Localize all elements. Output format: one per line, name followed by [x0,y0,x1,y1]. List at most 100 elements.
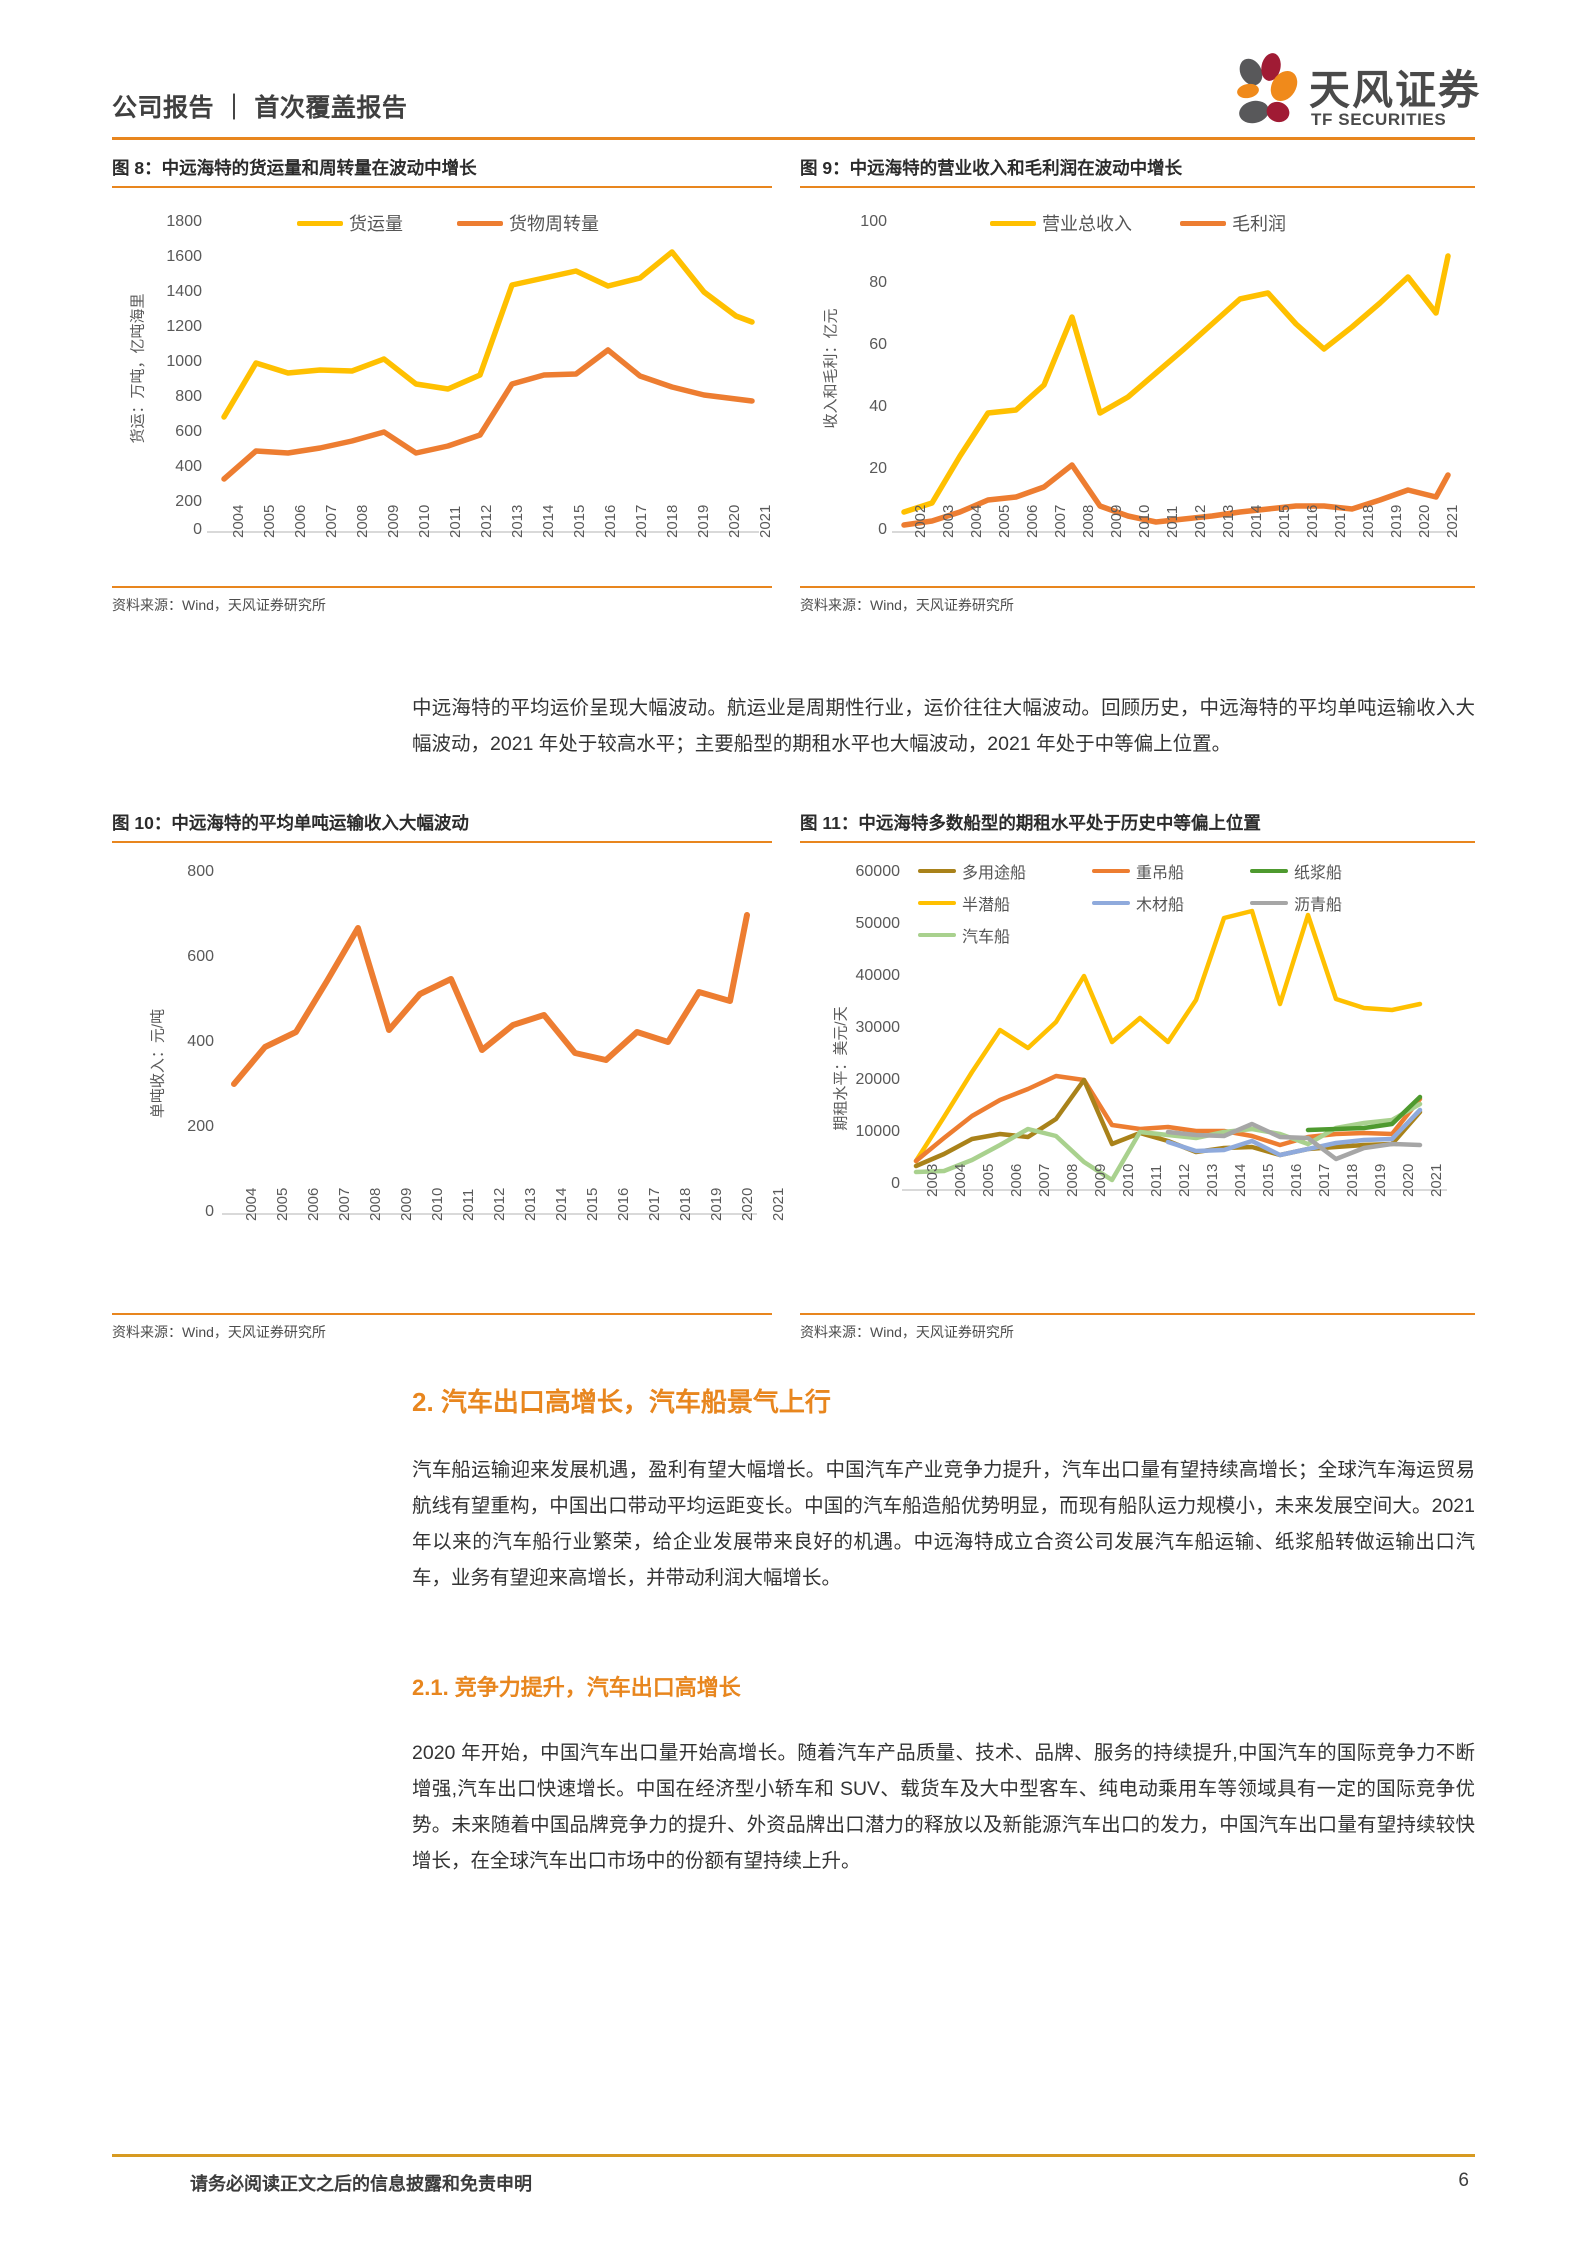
figure-10-rule-bottom [112,1313,772,1315]
figure-11-ytick: 20000 [855,1071,901,1088]
figure-10-plot-area: 单吨收入：元/吨 800 600 400 200 0 2004 2005 200… [112,843,787,1313]
figure-11-series [913,908,1423,1183]
section-2-paragraph: 汽车船运输迎来发展机遇，盈利有望大幅增长。中国汽车产业竞争力提升，汽车出口量有望… [412,1459,1475,1589]
figure-10-ytick: 0 [205,1203,214,1220]
figure-8-ytick: 800 [175,388,202,405]
figure-9-plot-area: 收入和毛利：亿元 100 80 60 40 20 0 营业总收入 毛利润 [800,188,1475,586]
figure-8-ytick: 0 [193,521,202,538]
legend-label: 纸浆船 [1294,865,1343,882]
section-2-1-paragraph: 2020 年开始，中国汽车出口量开始高增长。随着汽车产品质量、技术、品牌、服务的… [412,1742,1475,1872]
logo-text-cn: 天风证券 [1309,67,1481,113]
legend-label: 沥青船 [1294,897,1343,914]
figure-10-ytick: 400 [187,1033,214,1050]
figure-11-legend-item-5: 沥青船 [1250,891,1342,915]
legend-label: 汽车船 [962,929,1011,946]
page-header: 公司报告 ｜ 首次覆盖报告 天风证券 TF SECURITIES [112,48,1479,140]
figure-11-ytick: 10000 [855,1123,901,1140]
figure-10-rule-top [112,841,772,843]
figure-8-rule-bottom [112,586,772,588]
figure-9-ytick: 100 [860,213,887,230]
figure-11-ytick: 60000 [855,863,901,880]
figure-9-source: 资料来源：Wind，天风证券研究所 [800,597,1014,613]
legend-swatch [990,220,1036,226]
figure-11-rule-bottom [800,1313,1475,1315]
figure-11-ytick: 0 [891,1175,900,1192]
figure-8-legend-item-1: 货物周转量 [457,210,599,236]
figure-9-ytick: 80 [869,274,887,291]
figure-10-caption: 图 10：中远海特的平均单吨运输收入大幅波动 [112,813,469,833]
figure-8-ytick: 1400 [166,283,202,300]
figure-10-ytick: 600 [187,948,214,965]
figure-8-caption: 图 8：中远海特的货运量和周转量在波动中增长 [112,158,477,178]
figure-9-series [901,253,1451,528]
figure-9-ytick: 20 [869,460,887,477]
legend-label: 营业总收入 [1042,214,1132,234]
legend-swatch [918,933,956,937]
footer-disclaimer: 请务必阅读正文之后的信息披露和免责申明 [190,2174,532,2194]
legend-swatch [1250,869,1288,873]
figure-9: 图 9：中远海特的营业收入和毛利润在波动中增长 收入和毛利：亿元 100 80 … [800,155,1475,615]
legend-label: 半潜船 [962,897,1011,914]
legend-label: 货运量 [349,214,403,234]
legend-label: 货物周转量 [509,214,599,234]
logo-text-en: TF SECURITIES [1311,110,1447,129]
figure-11-legend-item-3: 半潜船 [918,891,1010,915]
figure-8-ytick: 400 [175,458,202,475]
figure-11-legend-item-6: 汽车船 [918,923,1010,947]
legend-label: 木材船 [1136,897,1185,914]
header-divider [112,137,1475,140]
legend-label: 多用途船 [962,865,1027,882]
figure-11-legend-item-4: 木材船 [1092,891,1184,915]
legend-label: 重吊船 [1136,865,1185,882]
figure-10-series [231,912,750,1087]
figure-9-ytick: 60 [869,336,887,353]
legend-swatch [918,869,956,873]
legend-swatch [1180,220,1226,226]
figure-10-ytick: 200 [187,1118,214,1135]
figure-10-ytick: 800 [187,863,214,880]
figure-8-ytick: 1000 [166,353,202,370]
figure-11-ytick: 30000 [855,1019,901,1036]
legend-label: 毛利润 [1232,214,1286,234]
figure-9-rule-top [800,186,1475,188]
figure-9-legend-item-1: 毛利润 [1180,210,1286,236]
figure-8-ytick: 1800 [166,213,202,230]
figure-9-rule-bottom [800,586,1475,588]
figure-11-x-axis [902,1189,1447,1191]
figure-11-rule-top [800,841,1475,843]
figure-9-y-axis-title: 收入和毛利：亿元 [822,308,840,429]
figure-8-series [221,249,755,482]
footer-divider [112,2154,1475,2157]
figure-11: 图 11：中远海特多数船型的期租水平处于历史中等偏上位置 期租水平：美元/天 6… [800,810,1475,1342]
legend-swatch [1092,901,1130,905]
section-2-heading: 2. 汽车出口高增长，汽车船景气上行 [412,1387,831,1417]
figure-11-legend-item-1: 重吊船 [1092,859,1184,883]
figure-8-rule-top [112,186,772,188]
figure-9-ytick: 40 [869,398,887,415]
section-2-1-heading: 2.1. 竞争力提升，汽车出口高增长 [412,1675,741,1700]
figure-9-caption: 图 9：中远海特的营业收入和毛利润在波动中增长 [800,158,1183,178]
figure-11-ytick: 40000 [855,967,901,984]
figure-11-plot-area: 期租水平：美元/天 60000 50000 40000 30000 20000 … [800,843,1475,1313]
tf-logo-mark [1237,53,1298,124]
figure-9-ytick: 0 [878,521,887,538]
breadcrumb: 公司报告 ｜ 首次覆盖报告 [112,94,408,122]
legend-swatch [1092,869,1130,873]
company-logo: 天风证券 TF SECURITIES [1223,48,1479,134]
legend-swatch [918,901,956,905]
figure-11-caption: 图 11：中远海特多数船型的期租水平处于历史中等偏上位置 [800,813,1261,833]
figure-11-source: 资料来源：Wind，天风证券研究所 [800,1324,1014,1340]
figure-11-ytick: 50000 [855,915,901,932]
figure-8-ytick: 1200 [166,318,202,335]
figure-8-source: 资料来源：Wind，天风证券研究所 [112,597,326,613]
figure-8-legend-item-0: 货运量 [297,210,403,236]
figure-11-legend-item-0: 多用途船 [918,859,1026,883]
figure-11-legend-item-2: 纸浆船 [1250,859,1342,883]
figure-10: 图 10：中远海特的平均单吨运输收入大幅波动 单吨收入：元/吨 800 600 … [112,810,787,1342]
figure-9-x-axis [892,531,1454,533]
legend-swatch [1250,901,1288,905]
figure-8-x-axis [207,531,759,533]
legend-swatch [297,220,343,226]
figure-9-legend-item-0: 营业总收入 [990,210,1132,236]
legend-swatch [457,220,503,226]
